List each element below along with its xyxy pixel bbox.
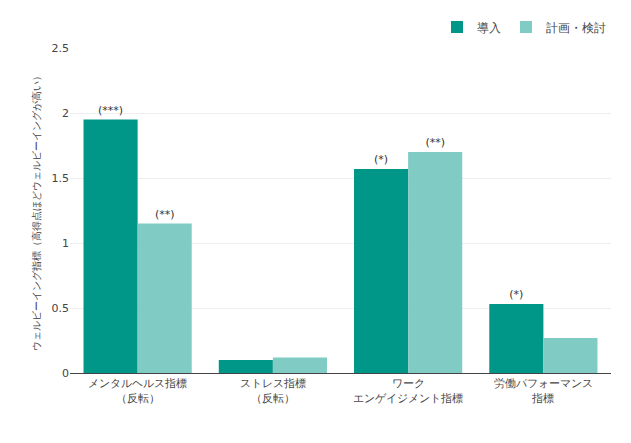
- svg-text:1: 1: [62, 237, 69, 250]
- svg-text:導入: 導入: [477, 21, 501, 35]
- svg-text:0: 0: [62, 367, 69, 380]
- svg-text:ウェルビーイング指標（高得点ほどウェルビーイングが高い）: ウェルビーイング指標（高得点ほどウェルビーイングが高い）: [31, 71, 42, 351]
- svg-text:(***): (***): [98, 104, 123, 117]
- svg-text:(*): (*): [374, 153, 388, 166]
- svg-text:(**): (**): [155, 208, 175, 221]
- svg-text:ワークエンゲイジメント指標: ワークエンゲイジメント指標: [353, 377, 463, 404]
- svg-text:計画・検討: 計画・検討: [546, 21, 606, 35]
- svg-text:メンタルヘルス指標（反転）: メンタルヘルス指標（反転）: [88, 377, 187, 404]
- svg-text:2.5: 2.5: [52, 42, 70, 55]
- svg-text:0.5: 0.5: [52, 302, 70, 315]
- svg-text:(**): (**): [425, 136, 445, 149]
- svg-text:労働パフォーマンス指標: 労働パフォーマンス指標: [494, 377, 593, 404]
- svg-text:ストレス指標（反転）: ストレス指標（反転）: [240, 377, 306, 404]
- svg-text:2: 2: [62, 107, 69, 120]
- svg-text:1.5: 1.5: [52, 172, 70, 185]
- svg-text:(*): (*): [509, 288, 523, 301]
